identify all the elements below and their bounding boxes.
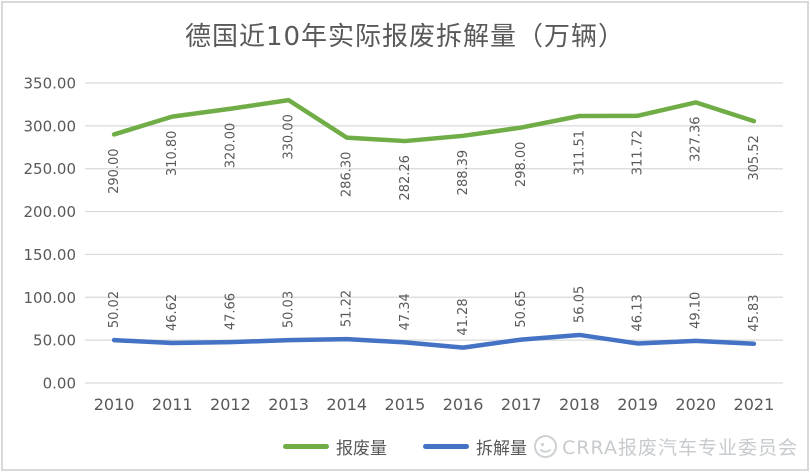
data-label: 47.34	[398, 293, 413, 330]
x-axis-tick-label: 2010	[94, 395, 135, 414]
legend-line-marker-dismantle	[423, 444, 469, 449]
x-axis-tick-label: 2012	[210, 395, 251, 414]
y-axis-tick-label: 250.00	[24, 160, 77, 178]
data-label: 51.22	[340, 290, 355, 327]
watermark-text: CRRA报废汽车专业委员会	[562, 437, 798, 459]
x-axis-tick-label: 2021	[734, 395, 775, 414]
data-label: 56.05	[572, 286, 587, 323]
legend-line-marker-scrap	[283, 444, 329, 449]
x-axis-tick-label: 2014	[326, 395, 367, 414]
series-line-2	[111, 332, 757, 350]
data-label: 290.00	[107, 148, 122, 194]
data-label: 50.65	[514, 290, 529, 327]
chart-legend: 报废量 拆解量	[0, 434, 810, 459]
x-axis-tick-label: 2013	[268, 395, 309, 414]
data-label: 47.66	[223, 293, 238, 330]
data-label: 46.62	[165, 294, 180, 331]
legend-item-scrap-volume: 报废量	[283, 434, 387, 459]
data-label: 50.02	[107, 291, 122, 328]
x-axis-tick-label: 2016	[443, 395, 484, 414]
x-axis-tick-label: 2018	[559, 395, 600, 414]
data-label: 305.52	[747, 135, 762, 181]
x-axis-tick-label: 2017	[501, 395, 542, 414]
y-axis-tick-label: 50.00	[33, 332, 76, 350]
legend-label-dismantle: 拆解量	[476, 439, 527, 459]
data-label: 46.13	[631, 294, 646, 331]
crra-logo-icon	[534, 435, 558, 458]
y-axis-tick-label: 100.00	[24, 289, 77, 307]
data-label: 327.36	[689, 116, 704, 162]
x-axis-tick-label: 2019	[617, 395, 658, 414]
x-axis-tick-label: 2015	[385, 395, 426, 414]
y-axis-tick-label: 300.00	[24, 117, 77, 135]
legend-item-dismantle-volume: 拆解量	[423, 434, 527, 459]
chart-title: 德国近10年实际报废拆解量（万辆）	[184, 22, 626, 52]
y-axis-tick-label: 350.00	[24, 75, 77, 93]
data-label: 45.83	[747, 294, 762, 331]
data-label: 311.51	[572, 130, 587, 176]
data-label: 282.26	[398, 155, 413, 201]
data-label: 41.28	[456, 298, 471, 335]
data-label: 50.03	[282, 291, 297, 328]
series-line-1	[111, 97, 757, 144]
data-label: 311.72	[631, 130, 646, 176]
x-axis-tick-label: 2020	[675, 395, 716, 414]
data-label: 286.30	[340, 152, 355, 198]
y-axis-tick-label: 200.00	[24, 203, 77, 221]
x-axis-tick-label: 2011	[152, 395, 193, 414]
data-label: 49.10	[689, 292, 704, 329]
y-axis-tick-label: 150.00	[24, 246, 77, 264]
data-label: 310.80	[165, 131, 180, 177]
data-label: 320.00	[223, 123, 238, 168]
data-label: 288.39	[456, 150, 471, 196]
watermark: CRRA报废汽车专业委员会	[533, 433, 798, 460]
legend-label-scrap: 报废量	[336, 439, 387, 459]
data-label: 330.00	[282, 114, 297, 159]
data-label: 298.00	[514, 142, 529, 188]
y-axis-tick-label: 0.00	[43, 375, 76, 393]
